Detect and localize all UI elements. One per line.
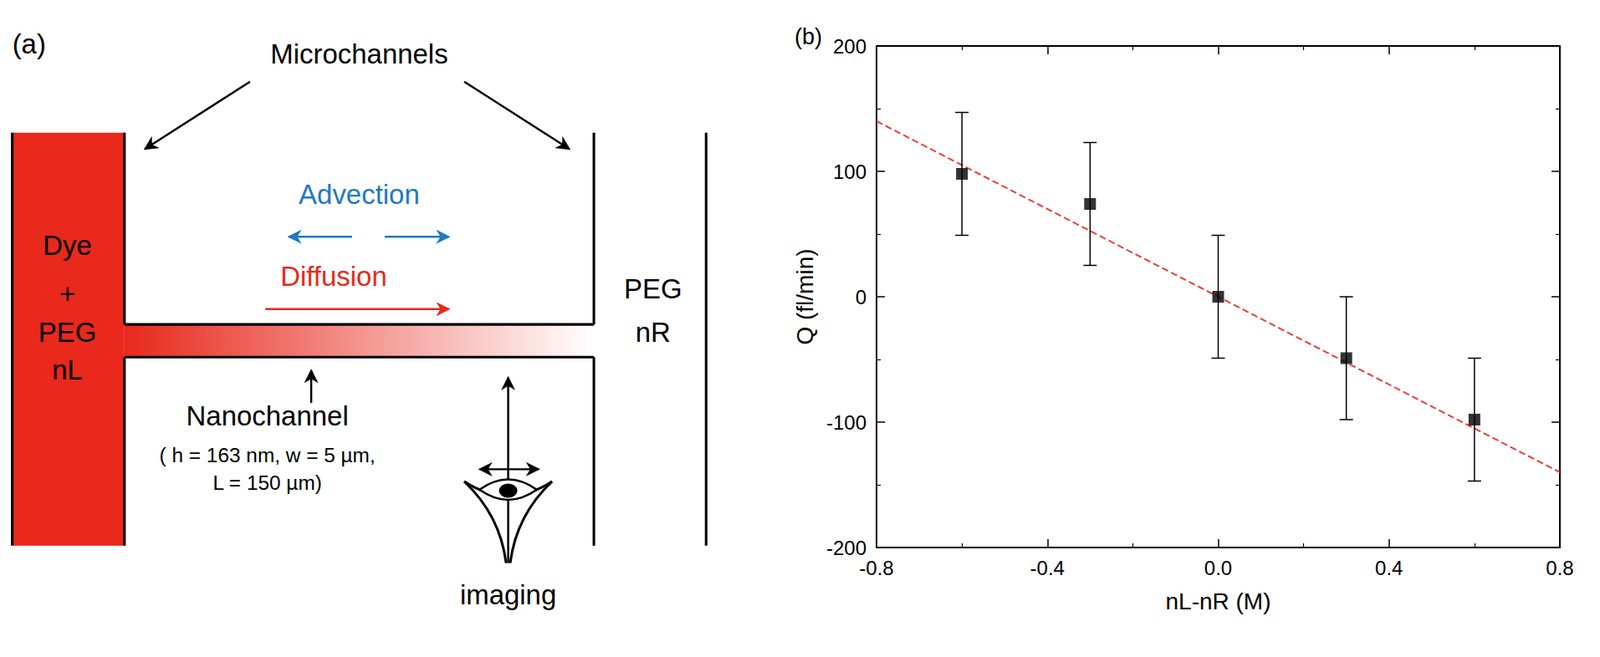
svg-text:+: + xyxy=(59,278,76,310)
svg-text:Advection: Advection xyxy=(298,178,420,210)
svg-text:200: 200 xyxy=(833,35,867,58)
svg-text:Nanochannel: Nanochannel xyxy=(186,400,349,432)
svg-text:nL-nR (M): nL-nR (M) xyxy=(1165,588,1271,615)
svg-text:0: 0 xyxy=(855,286,867,309)
svg-text:0.4: 0.4 xyxy=(1375,557,1403,580)
svg-text:(a): (a) xyxy=(12,28,47,60)
svg-text:-200: -200 xyxy=(826,536,867,560)
svg-text:PEG: PEG xyxy=(38,316,98,348)
svg-text:nR: nR xyxy=(635,316,671,348)
svg-text:Q (fl/min): Q (fl/min) xyxy=(792,248,818,345)
svg-text:( h = 163 nm, w = 5 µm,: ( h = 163 nm, w = 5 µm, xyxy=(159,444,376,467)
svg-text:-0.8: -0.8 xyxy=(858,557,894,580)
svg-text:0.8: 0.8 xyxy=(1545,557,1574,580)
svg-text:nL: nL xyxy=(51,354,83,386)
svg-text:100: 100 xyxy=(833,160,867,184)
svg-text:-100: -100 xyxy=(826,411,867,435)
svg-text:Diffusion: Diffusion xyxy=(280,260,388,292)
svg-text:-0.4: -0.4 xyxy=(1030,557,1065,580)
svg-text:imaging: imaging xyxy=(460,579,557,611)
svg-text:L = 150 µm): L = 150 µm) xyxy=(212,471,322,495)
svg-text:(b): (b) xyxy=(794,24,823,50)
svg-text:Microchannels: Microchannels xyxy=(270,38,448,70)
svg-text:Dye: Dye xyxy=(42,230,93,261)
svg-text:PEG: PEG xyxy=(623,273,683,305)
svg-text:0.0: 0.0 xyxy=(1204,557,1232,580)
